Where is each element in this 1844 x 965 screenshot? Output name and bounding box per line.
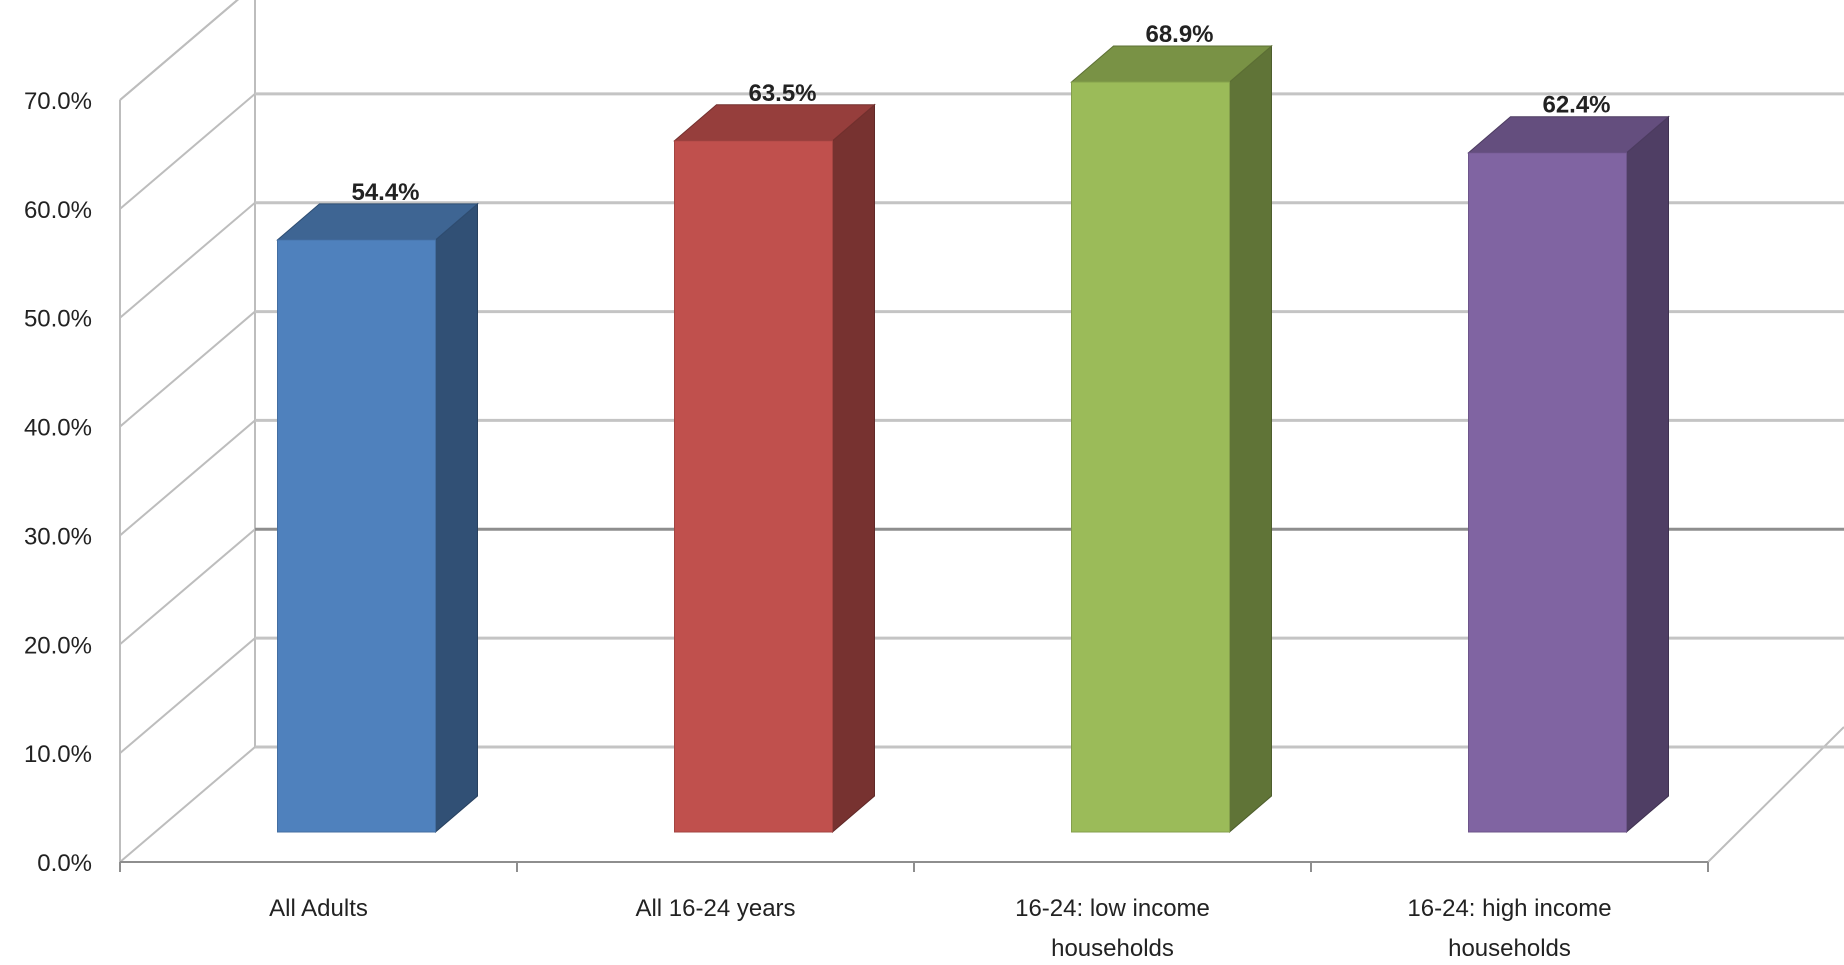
gridline-diagonal — [119, 419, 256, 537]
bar-front — [1071, 81, 1230, 833]
y-tick-label: 30.0% — [24, 523, 92, 550]
data-label: 68.9% — [1145, 21, 1213, 48]
y-tick-label: 70.0% — [24, 88, 92, 115]
x-tick-label: households — [1448, 935, 1571, 962]
bar-side — [435, 202, 478, 834]
data-label: 54.4% — [351, 179, 419, 206]
bar — [673, 103, 876, 834]
y-tick-label: 0.0% — [37, 850, 92, 877]
bar-front — [1468, 152, 1627, 833]
chart-walls — [119, 0, 1844, 863]
gridline-diagonal — [119, 310, 256, 428]
bar-side — [832, 103, 875, 834]
gridline-diagonal — [119, 637, 256, 754]
gridline-diagonal — [119, 0, 239, 101]
bar — [276, 202, 479, 834]
x-tick-label: All Adults — [269, 895, 368, 922]
x-tick-label: All 16-24 years — [635, 895, 795, 922]
gridline-diagonal — [119, 528, 256, 646]
bar-side — [1626, 115, 1669, 834]
bars — [276, 44, 1670, 834]
x-tick-label: 16-24: low income — [1015, 895, 1210, 922]
floor-right-edge — [1707, 726, 1844, 863]
y-tick-label: 40.0% — [24, 415, 92, 442]
data-label: 63.5% — [748, 80, 816, 107]
gridline-diagonal — [119, 93, 256, 210]
data-label: 62.4% — [1542, 92, 1610, 119]
bar-front — [277, 239, 436, 833]
gridline-diagonal — [119, 0, 239, 101]
x-tick-label: 16-24: high income — [1407, 895, 1611, 922]
y-tick-label: 10.0% — [24, 741, 92, 768]
y-tick-label: 60.0% — [24, 197, 92, 224]
x-tick-label: households — [1051, 935, 1174, 962]
bar-side — [1229, 44, 1272, 834]
bar — [1070, 44, 1273, 834]
bar — [1467, 115, 1670, 834]
x-axis — [119, 861, 1709, 872]
gridline-diagonal — [119, 746, 256, 863]
bar-front — [674, 140, 833, 833]
y-tick-label: 50.0% — [24, 306, 92, 333]
y-tick-label: 20.0% — [24, 632, 92, 659]
labels: 0.0% 10.0% 20.0% 30.0% 40.0% 50.0% 60.0% 70.0% 5… — [24, 21, 1612, 962]
gridline-diagonal — [119, 201, 256, 319]
